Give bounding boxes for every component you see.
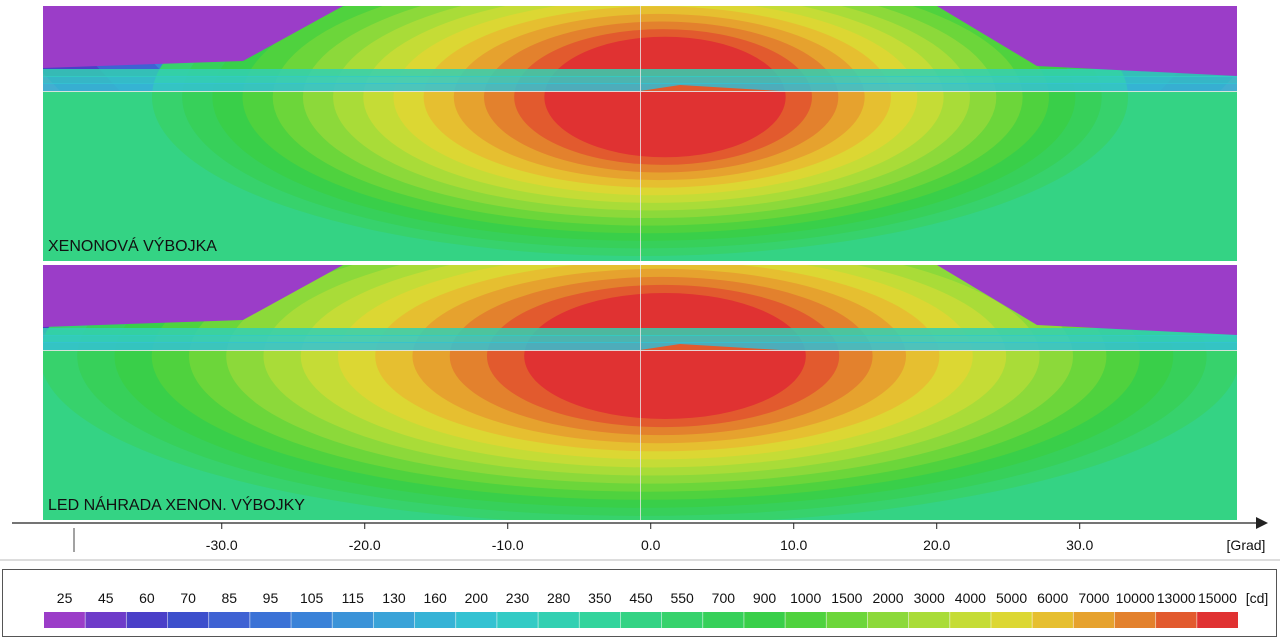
scale-label: 230 bbox=[506, 590, 530, 606]
heat-band bbox=[937, 265, 1237, 335]
scale-swatch bbox=[785, 612, 827, 628]
scale-swatch bbox=[332, 612, 374, 628]
panel-title: XENONOVÁ VÝBOJKA bbox=[48, 238, 217, 255]
led-heatmap-panel: LED NÁHRADA XENON. VÝBOJKY bbox=[43, 265, 1237, 520]
scale-swatch bbox=[826, 612, 868, 628]
x-tick-label: 20.0 bbox=[923, 537, 950, 553]
heat-band bbox=[937, 6, 1237, 76]
x-axis-svg: -30.0 -20.0 -10.0 0.0 10.0 20.0 30.0 [Grad] bbox=[0, 517, 1280, 561]
scale-swatch bbox=[1114, 612, 1156, 628]
scale-swatch bbox=[414, 612, 456, 628]
scale-swatch bbox=[702, 612, 744, 628]
panel-title: LED NÁHRADA XENON. VÝBOJKY bbox=[48, 497, 305, 514]
scale-swatch bbox=[661, 612, 703, 628]
scale-swatch bbox=[1196, 612, 1238, 628]
scale-label: 45 bbox=[98, 590, 114, 606]
scale-swatch bbox=[249, 612, 292, 628]
scale-label: 3000 bbox=[914, 590, 945, 606]
scale-label: 160 bbox=[423, 590, 447, 606]
scale-swatch bbox=[455, 612, 497, 628]
scale-label: 15000 bbox=[1198, 590, 1237, 606]
scale-swatch bbox=[1073, 612, 1115, 628]
heat-band bbox=[43, 265, 343, 327]
scale-label: 280 bbox=[547, 590, 571, 606]
heat-band bbox=[640, 344, 780, 350]
x-tick-label: -30.0 bbox=[206, 537, 238, 553]
scale-label: 1500 bbox=[831, 590, 862, 606]
scale-label: 6000 bbox=[1037, 590, 1068, 606]
x-axis-unit: [Grad] bbox=[1227, 537, 1266, 553]
scale-swatch bbox=[44, 612, 86, 628]
scale-swatch bbox=[85, 612, 127, 628]
scale-swatch bbox=[167, 612, 209, 628]
x-axis: -30.0 -20.0 -10.0 0.0 10.0 20.0 30.0 [Grad] bbox=[0, 512, 1280, 562]
scale-label: 200 bbox=[465, 590, 489, 606]
xenon-heatmap bbox=[43, 6, 1237, 261]
scale-swatch bbox=[1032, 612, 1074, 628]
scale-swatch bbox=[620, 612, 662, 628]
x-tick-label: 30.0 bbox=[1066, 537, 1093, 553]
scale-label: 450 bbox=[629, 590, 653, 606]
scale-label: 105 bbox=[300, 590, 324, 606]
scale-swatch bbox=[373, 612, 415, 628]
heat-band bbox=[640, 85, 780, 91]
color-scale-legend: 25 45 60 70 85 95 105 115 130 160 200 230 280 350 450 5… bbox=[2, 569, 1277, 637]
scale-label: 95 bbox=[263, 590, 279, 606]
x-tick-label: -20.0 bbox=[349, 537, 381, 553]
x-axis-arrow bbox=[1256, 517, 1268, 529]
scale-swatch bbox=[126, 612, 168, 628]
scale-label: 10000 bbox=[1116, 590, 1155, 606]
center-line bbox=[640, 6, 641, 261]
scale-label: 2000 bbox=[872, 590, 903, 606]
scale-label: 5000 bbox=[996, 590, 1027, 606]
scale-label: 550 bbox=[670, 590, 694, 606]
scale-label: 130 bbox=[382, 590, 406, 606]
heat-band bbox=[544, 36, 786, 158]
scale-label: 4000 bbox=[955, 590, 986, 606]
scale-swatch bbox=[496, 612, 539, 628]
scale-label: 13000 bbox=[1157, 590, 1196, 606]
scale-swatch bbox=[579, 612, 621, 628]
scale-swatch bbox=[208, 612, 250, 628]
scale-swatch bbox=[990, 612, 1033, 628]
scale-label: 900 bbox=[753, 590, 777, 606]
scale-label: 350 bbox=[588, 590, 612, 606]
scale-swatch bbox=[908, 612, 950, 628]
heat-band bbox=[43, 6, 343, 68]
scale-unit: [cd] bbox=[1246, 590, 1269, 606]
scale-swatch bbox=[1155, 612, 1197, 628]
scale-swatch bbox=[743, 612, 786, 628]
center-line bbox=[640, 265, 641, 520]
scale-swatch bbox=[949, 612, 991, 628]
x-tick-label: 0.0 bbox=[641, 537, 661, 553]
scale-label: 1000 bbox=[790, 590, 821, 606]
x-tick-label: -10.0 bbox=[492, 537, 524, 553]
xenon-heatmap-panel: XENONOVÁ VÝBOJKA bbox=[43, 6, 1237, 261]
color-scale-svg: 25 45 60 70 85 95 105 115 130 160 200 230 280 350 450 5… bbox=[44, 590, 1269, 628]
scale-swatch bbox=[867, 612, 909, 628]
scale-label: 85 bbox=[221, 590, 237, 606]
scale-label: 115 bbox=[342, 590, 365, 606]
scale-swatch bbox=[538, 612, 580, 628]
scale-swatch bbox=[291, 612, 333, 628]
scale-label: 70 bbox=[180, 590, 196, 606]
scale-label: 60 bbox=[139, 590, 155, 606]
scale-label: 7000 bbox=[1078, 590, 1109, 606]
scale-label: 700 bbox=[712, 590, 736, 606]
scale-label: 25 bbox=[57, 590, 73, 606]
heat-band bbox=[524, 293, 806, 419]
x-tick-label: 10.0 bbox=[780, 537, 807, 553]
